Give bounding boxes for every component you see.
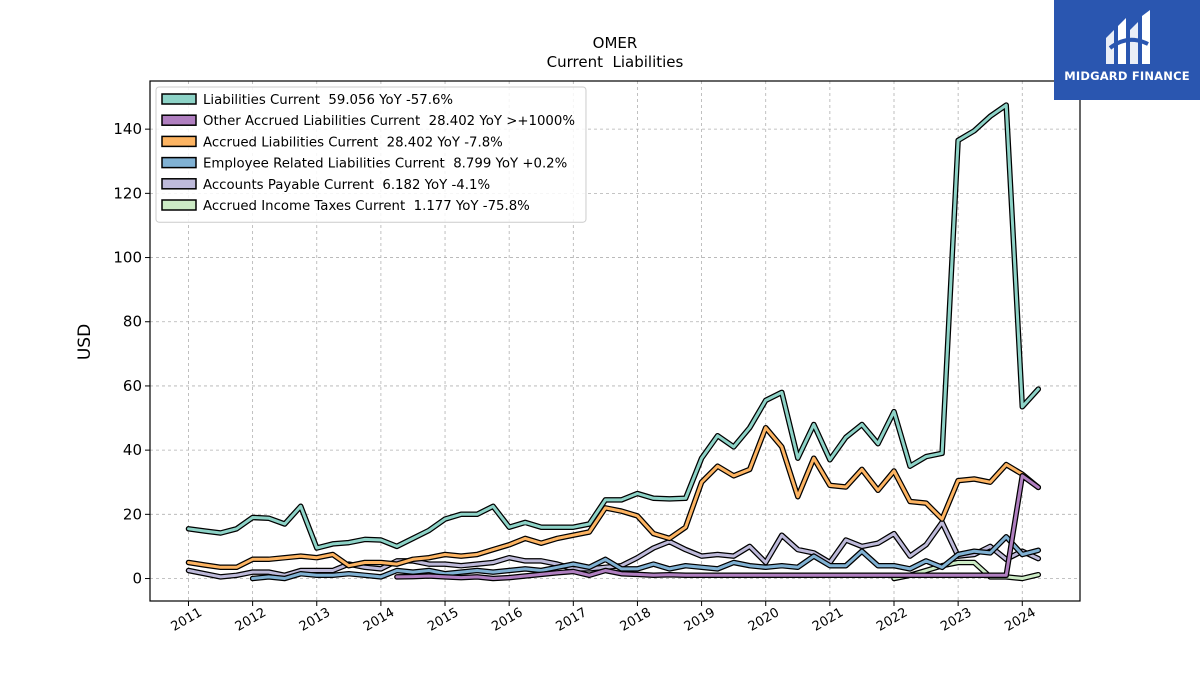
x-tick-label: 2015 <box>425 605 461 635</box>
legend-swatch <box>161 178 197 190</box>
x-tick-label: 2024 <box>1002 605 1038 635</box>
x-tick-label: 2021 <box>810 605 846 635</box>
x-tick-label: 2013 <box>297 605 333 635</box>
series-line <box>187 103 1040 550</box>
series-other-accrued-liabilities-current <box>394 473 1042 582</box>
brand-name: MIDGARD FINANCE <box>1064 69 1190 83</box>
series-line <box>251 535 1040 580</box>
legend-label: Liabilities Current 59.056 YoY -57.6% <box>203 93 453 108</box>
brand-mark-icon <box>1106 10 1150 64</box>
y-tick-label: 120 <box>113 184 142 202</box>
legend-label: Accrued Income Taxes Current 1.177 YoY -… <box>203 199 530 214</box>
series-line <box>395 474 1040 580</box>
legend-item: Accounts Payable Current 6.182 YoY -4.1% <box>161 178 490 193</box>
legend-label: Accrued Liabilities Current 28.402 YoY -… <box>203 135 503 150</box>
legend-swatch <box>161 199 197 211</box>
y-tick-label: 0 <box>132 570 142 588</box>
x-tick-label: 2012 <box>233 605 269 635</box>
series-accrued-liabilities-current <box>185 424 1042 571</box>
legend-item: Other Accrued Liabilities Current 28.402… <box>161 114 575 129</box>
x-tick-label: 2020 <box>746 605 782 635</box>
x-tick-label: 2023 <box>938 605 974 635</box>
chart-subtitle: Current Liabilities <box>547 53 684 71</box>
y-tick-label: 40 <box>123 441 142 459</box>
series-liabilities-current <box>185 102 1042 551</box>
series-line <box>187 426 1040 569</box>
x-tick-label: 2011 <box>169 605 205 635</box>
legend-swatch <box>161 135 197 148</box>
legend-item: Accrued Income Taxes Current 1.177 YoY -… <box>161 199 530 214</box>
x-tick-label: 2019 <box>682 605 718 635</box>
x-tick-label: 2017 <box>553 605 589 635</box>
y-tick-label: 20 <box>123 505 142 523</box>
legend-label: Accounts Payable Current 6.182 YoY -4.1% <box>203 178 490 193</box>
legend-label: Other Accrued Liabilities Current 28.402… <box>203 114 575 129</box>
legend-item: Accrued Liabilities Current 28.402 YoY -… <box>161 135 503 150</box>
y-tick-label: 140 <box>113 120 142 138</box>
x-tick-label: 2014 <box>361 605 397 635</box>
legend-label: Employee Related Liabilities Current 8.7… <box>203 157 567 172</box>
legend-item: Liabilities Current 59.056 YoY -57.6% <box>161 93 453 108</box>
x-tick-label: 2022 <box>874 605 910 635</box>
x-tick-label: 2018 <box>618 605 654 635</box>
legend-box <box>155 86 587 223</box>
legend-swatch <box>161 156 197 169</box>
y-tick-label: 80 <box>123 313 142 331</box>
y-axis-label: USD <box>75 324 95 360</box>
series-employee-related-liabilities-current <box>249 534 1042 582</box>
legend-swatch <box>161 114 197 126</box>
x-tick-label: 2016 <box>489 605 525 635</box>
brand-logo: MIDGARD FINANCE <box>1054 0 1200 100</box>
legend-item: Employee Related Liabilities Current 8.7… <box>161 156 567 172</box>
chart-title: OMER <box>593 34 638 52</box>
plot-frame <box>149 80 1081 602</box>
legend-swatch <box>161 93 197 105</box>
y-tick-label: 60 <box>123 377 142 395</box>
y-tick-label: 100 <box>113 249 142 267</box>
